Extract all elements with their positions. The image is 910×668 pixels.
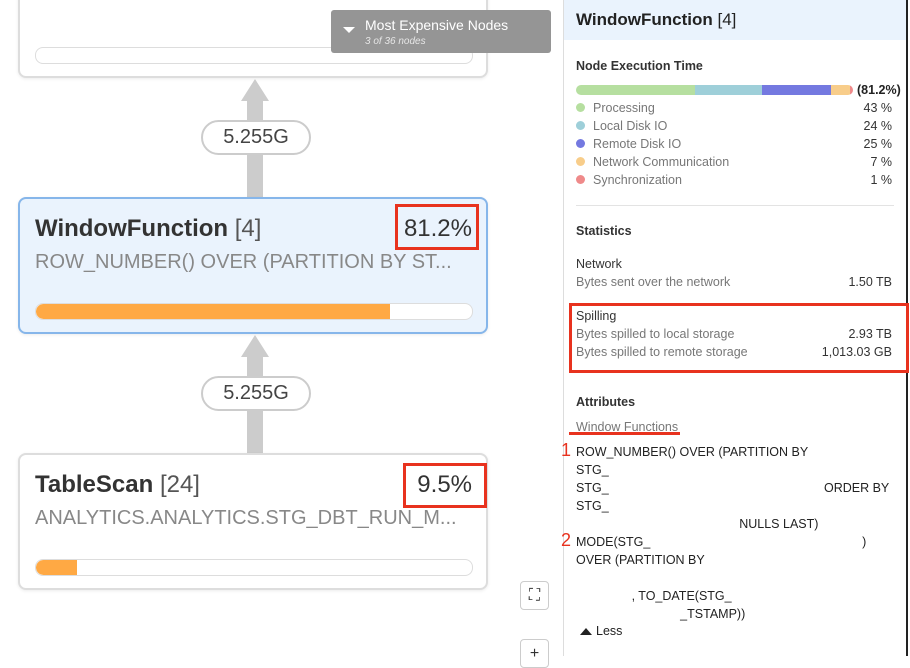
legend-item: Synchronization 1 %: [576, 173, 892, 191]
node-subtitle: ANALYTICS.ANALYTICS.STG_DBT_RUN_M...: [35, 507, 457, 529]
divider: [576, 205, 894, 206]
stack-segment: [695, 85, 762, 95]
most-expensive-nodes-dropdown[interactable]: Most Expensive Nodes 3 of 36 nodes: [331, 10, 551, 53]
panel-title: WindowFunction: [576, 10, 713, 29]
edge-label: 5.255G: [201, 120, 311, 155]
spilling-label: Spilling: [576, 309, 617, 323]
stat-value: 1,013.03 GB: [821, 345, 892, 359]
window-function-line: MODE(STG_ ): [576, 535, 867, 549]
stat-value: 2.93 TB: [848, 327, 892, 341]
execution-stacked-bar: [576, 85, 853, 95]
plus-icon: +: [529, 645, 540, 662]
legend-label: Synchronization: [593, 173, 682, 187]
legend-value: 24 %: [863, 119, 893, 133]
network-label: Network: [576, 257, 622, 271]
legend-label: Network Communication: [593, 155, 730, 169]
legend-value: 43 %: [863, 101, 893, 115]
legend-item: Network Communication 7 %: [576, 155, 892, 173]
stat-label: Bytes spilled to local storage: [576, 327, 735, 341]
node-percent: 9.5%: [417, 471, 472, 498]
legend-dot-icon: [576, 121, 585, 130]
dropdown-subtitle: 3 of 36 nodes: [365, 36, 426, 47]
stack-segment: [761, 85, 831, 95]
progress-fill: [36, 304, 391, 319]
dropdown-title: Most Expensive Nodes: [365, 17, 509, 33]
statistics-heading: Statistics: [576, 224, 632, 238]
execution-total: (81.2%): [857, 83, 901, 97]
node-windowfunction[interactable]: WindowFunction [4] 81.2% ROW_NUMBER() OV…: [18, 197, 488, 334]
window-functions-label: Window Functions: [576, 420, 679, 434]
fit-view-button[interactable]: ⛶: [520, 581, 549, 610]
caret-down-icon: [343, 27, 355, 33]
less-toggle[interactable]: Less: [580, 624, 622, 638]
fullscreen-icon: ⛶: [528, 587, 541, 604]
legend-value: 7 %: [870, 155, 892, 169]
window-function-line: ROW_NUMBER() OVER (PARTITION BY: [576, 445, 809, 459]
stack-segment: [576, 85, 696, 95]
less-label: Less: [596, 624, 623, 638]
legend-value: 25 %: [863, 137, 893, 151]
legend-dot-icon: [576, 103, 585, 112]
window-function-line: STG_: [576, 463, 609, 477]
legend-value: 1 %: [870, 173, 892, 187]
node-percent: 81.2%: [403, 215, 472, 242]
annotation-marker: 1: [561, 440, 572, 460]
node-title: TableScan: [35, 471, 154, 498]
node-subtitle: ROW_NUMBER() OVER (PARTITION BY ST...: [35, 251, 452, 273]
attributes-heading: Attributes: [576, 395, 636, 409]
edge-label: 5.255G: [201, 376, 311, 411]
node-id: [24]: [159, 471, 200, 498]
legend-dot-icon: [576, 157, 585, 166]
window-function-line: STG_: [576, 499, 609, 513]
node-title: WindowFunction: [35, 215, 229, 242]
node-progress-bar: [35, 559, 473, 576]
stack-segment: [850, 85, 853, 95]
window-function-line: OVER (PARTITION BY: [576, 553, 705, 567]
legend-label: Processing: [593, 101, 655, 115]
execution-heading: Node Execution Time: [576, 59, 703, 73]
legend-dot-icon: [576, 139, 585, 148]
highlight-box: [395, 204, 479, 250]
panel-node-id: [4]: [717, 10, 737, 29]
stat-label: Bytes sent over the network: [576, 275, 731, 289]
stat-label: Bytes spilled to remote storage: [576, 345, 748, 359]
progress-fill: [36, 560, 78, 575]
legend-item: Remote Disk IO 25 %: [576, 137, 892, 155]
node-tablescan[interactable]: TableScan [24] 9.5% ANALYTICS.ANALYTICS.…: [18, 453, 488, 590]
legend-item: Local Disk IO 24 %: [576, 119, 892, 137]
stack-segment: [830, 85, 851, 95]
window-function-line: NULLS LAST): [576, 517, 819, 531]
node-progress-bar: [35, 303, 473, 320]
legend-label: Remote Disk IO: [593, 137, 682, 151]
arrow-head-icon: [241, 335, 269, 357]
stat-value: 1.50 TB: [848, 275, 892, 289]
highlight-box: [403, 463, 487, 508]
zoom-in-button[interactable]: +: [520, 639, 549, 668]
arrow-head-icon: [241, 79, 269, 101]
red-underline: [569, 432, 680, 435]
node-id: [4]: [234, 215, 262, 242]
node-details-panel: WindowFunction [4] Node Execution Time (…: [563, 0, 908, 656]
window-function-line: STG_ ORDER BY: [576, 481, 890, 495]
legend-item: Processing 43 %: [576, 101, 892, 119]
annotation-marker: 2: [561, 530, 572, 550]
spilling-highlight-box: [569, 303, 909, 373]
legend-dot-icon: [576, 175, 585, 184]
window-function-line: , TO_DATE(STG_: [576, 589, 732, 603]
caret-up-icon: [580, 628, 592, 635]
panel-header: WindowFunction [4]: [564, 0, 906, 40]
window-function-line: _TSTAMP)): [576, 607, 746, 621]
legend-label: Local Disk IO: [593, 119, 668, 133]
